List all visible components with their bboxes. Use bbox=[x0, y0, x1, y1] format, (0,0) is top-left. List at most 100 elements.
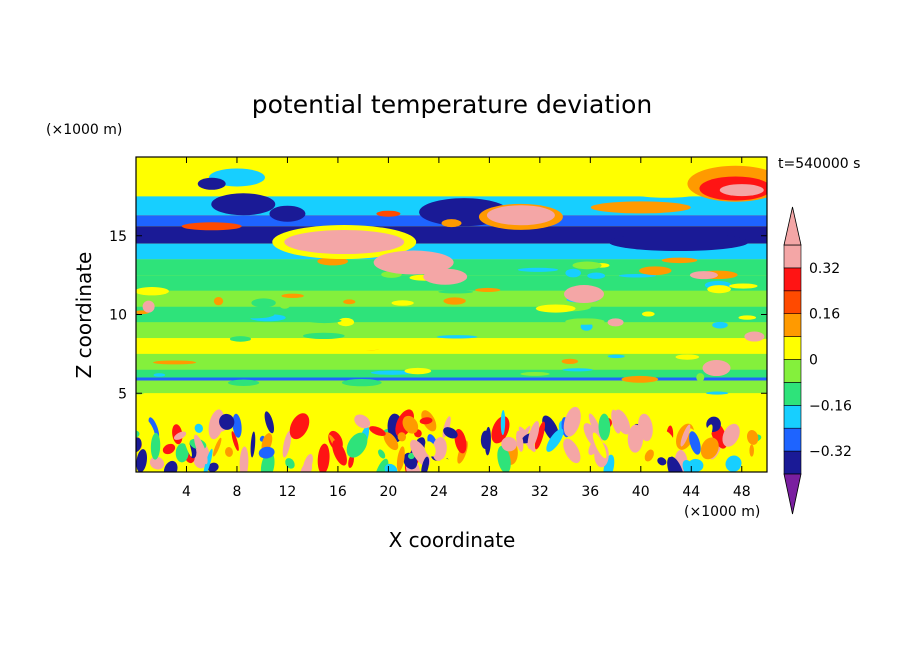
boundary-eddy bbox=[747, 430, 759, 445]
boundary-eddy bbox=[635, 460, 643, 472]
x-tick-label: 16 bbox=[329, 484, 347, 500]
boundary-eddy bbox=[374, 458, 389, 472]
y-tick-label: 10 bbox=[109, 308, 127, 324]
field-patch bbox=[712, 321, 728, 329]
field-patch bbox=[638, 266, 672, 276]
field-patch bbox=[621, 375, 659, 383]
boundary-eddy bbox=[207, 462, 219, 472]
y-unit-label: (×1000 m) bbox=[46, 122, 122, 138]
boundary-eddy bbox=[443, 427, 458, 439]
boundary-eddy bbox=[258, 446, 275, 459]
field-patch bbox=[514, 360, 532, 366]
field-patch bbox=[251, 298, 276, 308]
field-patch bbox=[520, 372, 550, 376]
boundary-eddy bbox=[402, 415, 419, 434]
boundary-eddy bbox=[212, 437, 222, 457]
field-patch bbox=[337, 317, 355, 327]
field-patch bbox=[565, 268, 582, 278]
boundary-eddy bbox=[282, 430, 292, 458]
boundary-eddy bbox=[592, 432, 607, 459]
field-patch bbox=[535, 304, 576, 313]
field-patch bbox=[607, 354, 625, 359]
colorbar-box bbox=[783, 404, 802, 429]
boundary-eddy bbox=[667, 456, 684, 472]
field-feature bbox=[211, 193, 276, 216]
field-patch bbox=[517, 267, 559, 272]
field-patch bbox=[343, 299, 356, 305]
field-feature bbox=[590, 201, 691, 214]
boundary-eddy bbox=[509, 463, 523, 472]
y-tick-label: 15 bbox=[109, 229, 127, 245]
x-tick-label: 32 bbox=[531, 484, 549, 500]
field-feature bbox=[744, 331, 765, 342]
field-patch bbox=[675, 354, 700, 360]
colorbar-box bbox=[783, 290, 802, 314]
boundary-eddy bbox=[136, 415, 156, 443]
colorbar-box bbox=[783, 359, 802, 383]
chart-title: potential temperature deviation bbox=[252, 90, 652, 119]
field-feature bbox=[689, 271, 718, 280]
boundary-eddy bbox=[264, 411, 275, 434]
field-patch bbox=[707, 285, 731, 294]
field-feature bbox=[423, 268, 468, 285]
boundary-eddy bbox=[501, 436, 517, 452]
x-tick-label: 12 bbox=[279, 484, 297, 500]
boundary-eddy bbox=[378, 449, 386, 459]
field-band bbox=[136, 259, 767, 276]
field-feature bbox=[702, 360, 731, 377]
field-patch bbox=[729, 283, 758, 289]
boundary-eddy bbox=[749, 444, 754, 457]
field-feature bbox=[269, 205, 306, 222]
field-patch bbox=[227, 379, 260, 386]
boundary-eddy bbox=[384, 463, 398, 472]
field-patch bbox=[565, 318, 605, 325]
boundary-eddy bbox=[611, 409, 621, 434]
field-band bbox=[136, 369, 767, 378]
boundary-eddy bbox=[689, 431, 701, 455]
boundary-eddy bbox=[680, 424, 691, 447]
x-axis-label: X coordinate bbox=[389, 528, 516, 552]
x-tick-label: 8 bbox=[232, 484, 241, 500]
boundary-eddy bbox=[497, 445, 511, 472]
x-unit-label: (×1000 m) bbox=[684, 504, 760, 520]
boundary-eddy bbox=[136, 449, 148, 472]
field-patch bbox=[153, 360, 197, 365]
boundary-eddy bbox=[436, 458, 454, 472]
boundary-eddy bbox=[289, 413, 310, 440]
boundary-eddy bbox=[173, 431, 187, 440]
boundary-eddy bbox=[150, 432, 161, 460]
field-patch bbox=[307, 318, 342, 324]
boundary-eddy bbox=[332, 440, 347, 466]
field-feature bbox=[197, 177, 226, 190]
field-patch bbox=[588, 346, 612, 351]
boundary-eddy bbox=[175, 443, 189, 463]
field-band bbox=[136, 377, 767, 381]
field-patch bbox=[587, 272, 606, 279]
field-patch bbox=[302, 332, 345, 340]
field-patch bbox=[279, 301, 291, 309]
field-band bbox=[136, 172, 767, 197]
boundary-eddy bbox=[598, 413, 611, 441]
boundary-eddy bbox=[700, 437, 719, 460]
boundary-eddy bbox=[516, 430, 524, 452]
boundary-eddy bbox=[484, 426, 491, 456]
field-feature bbox=[373, 250, 454, 275]
boundary-eddy bbox=[546, 428, 564, 452]
field-patch bbox=[229, 336, 252, 342]
boundary-eddy bbox=[194, 423, 203, 433]
field-patch bbox=[561, 358, 579, 365]
field-band bbox=[136, 322, 767, 339]
field-patch bbox=[378, 323, 408, 331]
field-patch bbox=[642, 311, 655, 317]
field-feature bbox=[486, 205, 555, 226]
x-tick-label: 24 bbox=[430, 484, 448, 500]
field-patch bbox=[317, 257, 349, 266]
field-patch bbox=[234, 310, 275, 319]
boundary-eddy bbox=[688, 458, 704, 472]
field-feature bbox=[142, 300, 155, 313]
x-tick-label: 44 bbox=[682, 484, 700, 500]
boundary-eddy bbox=[203, 448, 213, 472]
boundary-eddy bbox=[644, 449, 654, 462]
y-axis: 5 10 15 bbox=[109, 229, 767, 402]
